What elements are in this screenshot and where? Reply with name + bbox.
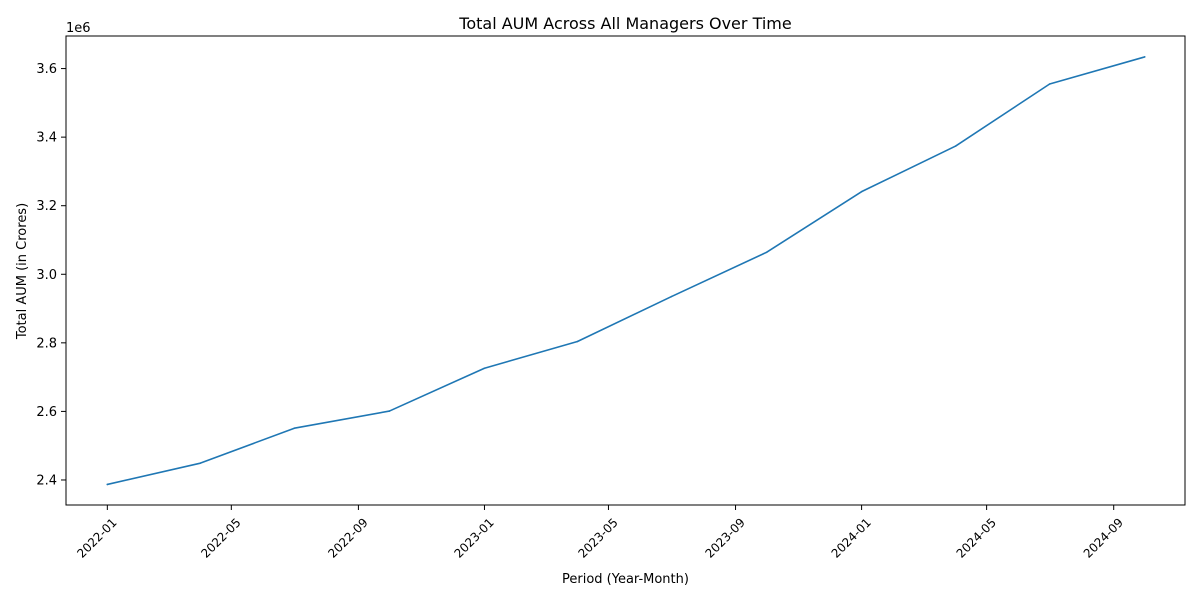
x-tick-label: 2023-05 [575,515,620,560]
x-tick-label: 2024-05 [954,515,999,560]
series-line [106,56,1146,486]
y-tick-label: 3.4 [36,131,57,146]
y-tick-label: 2.8 [36,336,57,351]
data-point [954,145,957,147]
x-axis-label: Period (Year-Month) [562,572,689,587]
data-point [576,340,579,343]
marks-layer [106,56,1146,486]
data-point [765,251,768,254]
x-tick-label: 2024-09 [1081,515,1126,560]
data-point [106,483,109,486]
y-axis-offset-label: 1e6 [66,21,91,36]
y-tick-label: 2.4 [36,473,57,488]
y-tick-label: 3.6 [36,62,57,77]
data-point [388,410,391,412]
data-point [860,190,863,193]
data-point [1143,56,1146,58]
data-point [1048,83,1051,85]
x-tick-label: 2024-01 [829,515,874,560]
y-tick-label: 2.6 [36,405,57,420]
x-tick-label: 2022-01 [74,515,119,560]
y-axis-label: Total AUM (in Crores) [15,203,30,340]
chart-title: Total AUM Across All Managers Over Time [458,14,791,33]
data-point [483,367,486,370]
y-tick-label: 3.2 [36,199,57,214]
plot-frame [65,35,1186,506]
x-tick-label: 2023-01 [451,515,496,560]
x-tick-label: 2022-05 [198,515,243,560]
data-point [293,427,296,430]
ticks-layer: 2022-01 2022-05 2022-09 2023-01 2023-05 2023-… [36,62,1126,561]
data-point [199,462,202,464]
x-tick-label: 2022-09 [325,515,370,560]
x-tick-label: 2023-09 [703,515,748,560]
y-tick-label: 3.0 [36,268,57,283]
data-point [670,295,673,298]
